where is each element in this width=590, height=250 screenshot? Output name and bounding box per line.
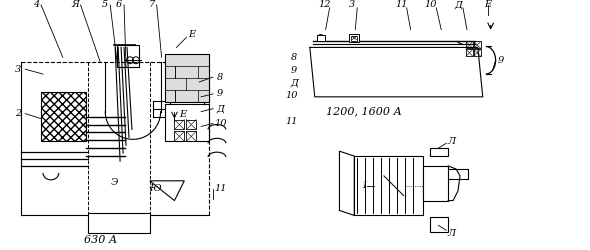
Text: 10: 10 xyxy=(286,91,299,100)
Text: Л: Л xyxy=(447,137,455,146)
Text: 5: 5 xyxy=(102,0,109,10)
Text: 8: 8 xyxy=(217,72,223,82)
Bar xyxy=(186,120,196,130)
Bar xyxy=(351,36,358,41)
Bar xyxy=(41,92,86,141)
Bar xyxy=(430,218,448,232)
Text: Е: Е xyxy=(484,0,491,10)
Bar xyxy=(349,34,359,42)
Bar xyxy=(466,42,473,48)
Bar xyxy=(165,54,209,102)
Text: Ю: Ю xyxy=(149,184,160,193)
Text: 10: 10 xyxy=(424,0,437,10)
Text: 7: 7 xyxy=(149,0,155,10)
Bar xyxy=(165,104,209,141)
Text: 630 А: 630 А xyxy=(84,235,117,245)
Bar xyxy=(430,148,448,156)
Text: 2: 2 xyxy=(15,109,21,118)
Text: Д: Д xyxy=(290,78,298,88)
Text: 11: 11 xyxy=(395,0,408,10)
Text: 3: 3 xyxy=(349,0,355,10)
Bar xyxy=(474,42,481,48)
Text: 9: 9 xyxy=(291,66,297,75)
Text: Е: Е xyxy=(188,30,195,39)
Bar xyxy=(186,132,196,141)
Text: 10: 10 xyxy=(215,119,227,128)
Text: Е: Е xyxy=(179,110,186,119)
Text: Л: Л xyxy=(447,229,455,238)
Bar xyxy=(424,166,448,200)
Bar xyxy=(354,156,424,216)
Bar xyxy=(117,46,139,67)
Text: Д: Д xyxy=(454,0,462,10)
Text: 11: 11 xyxy=(215,184,227,193)
Text: 1200, 1600 А: 1200, 1600 А xyxy=(326,107,402,117)
Text: Э: Э xyxy=(110,178,118,187)
Bar xyxy=(88,214,150,233)
Text: 11: 11 xyxy=(286,117,299,126)
Polygon shape xyxy=(339,151,354,216)
Bar xyxy=(317,34,325,40)
Bar xyxy=(466,50,473,56)
Text: 9: 9 xyxy=(497,56,504,65)
Text: 4: 4 xyxy=(33,0,39,10)
Text: 1: 1 xyxy=(361,181,368,190)
Bar xyxy=(474,50,481,56)
Bar xyxy=(175,132,184,141)
Text: Я: Я xyxy=(72,0,80,10)
Text: 12: 12 xyxy=(319,0,331,10)
Text: Д: Д xyxy=(216,104,224,113)
Bar xyxy=(175,120,184,130)
Text: 3: 3 xyxy=(15,65,21,74)
Text: 8: 8 xyxy=(291,53,297,62)
Text: 9: 9 xyxy=(217,89,223,98)
Text: 6: 6 xyxy=(116,0,122,10)
Polygon shape xyxy=(310,48,483,97)
